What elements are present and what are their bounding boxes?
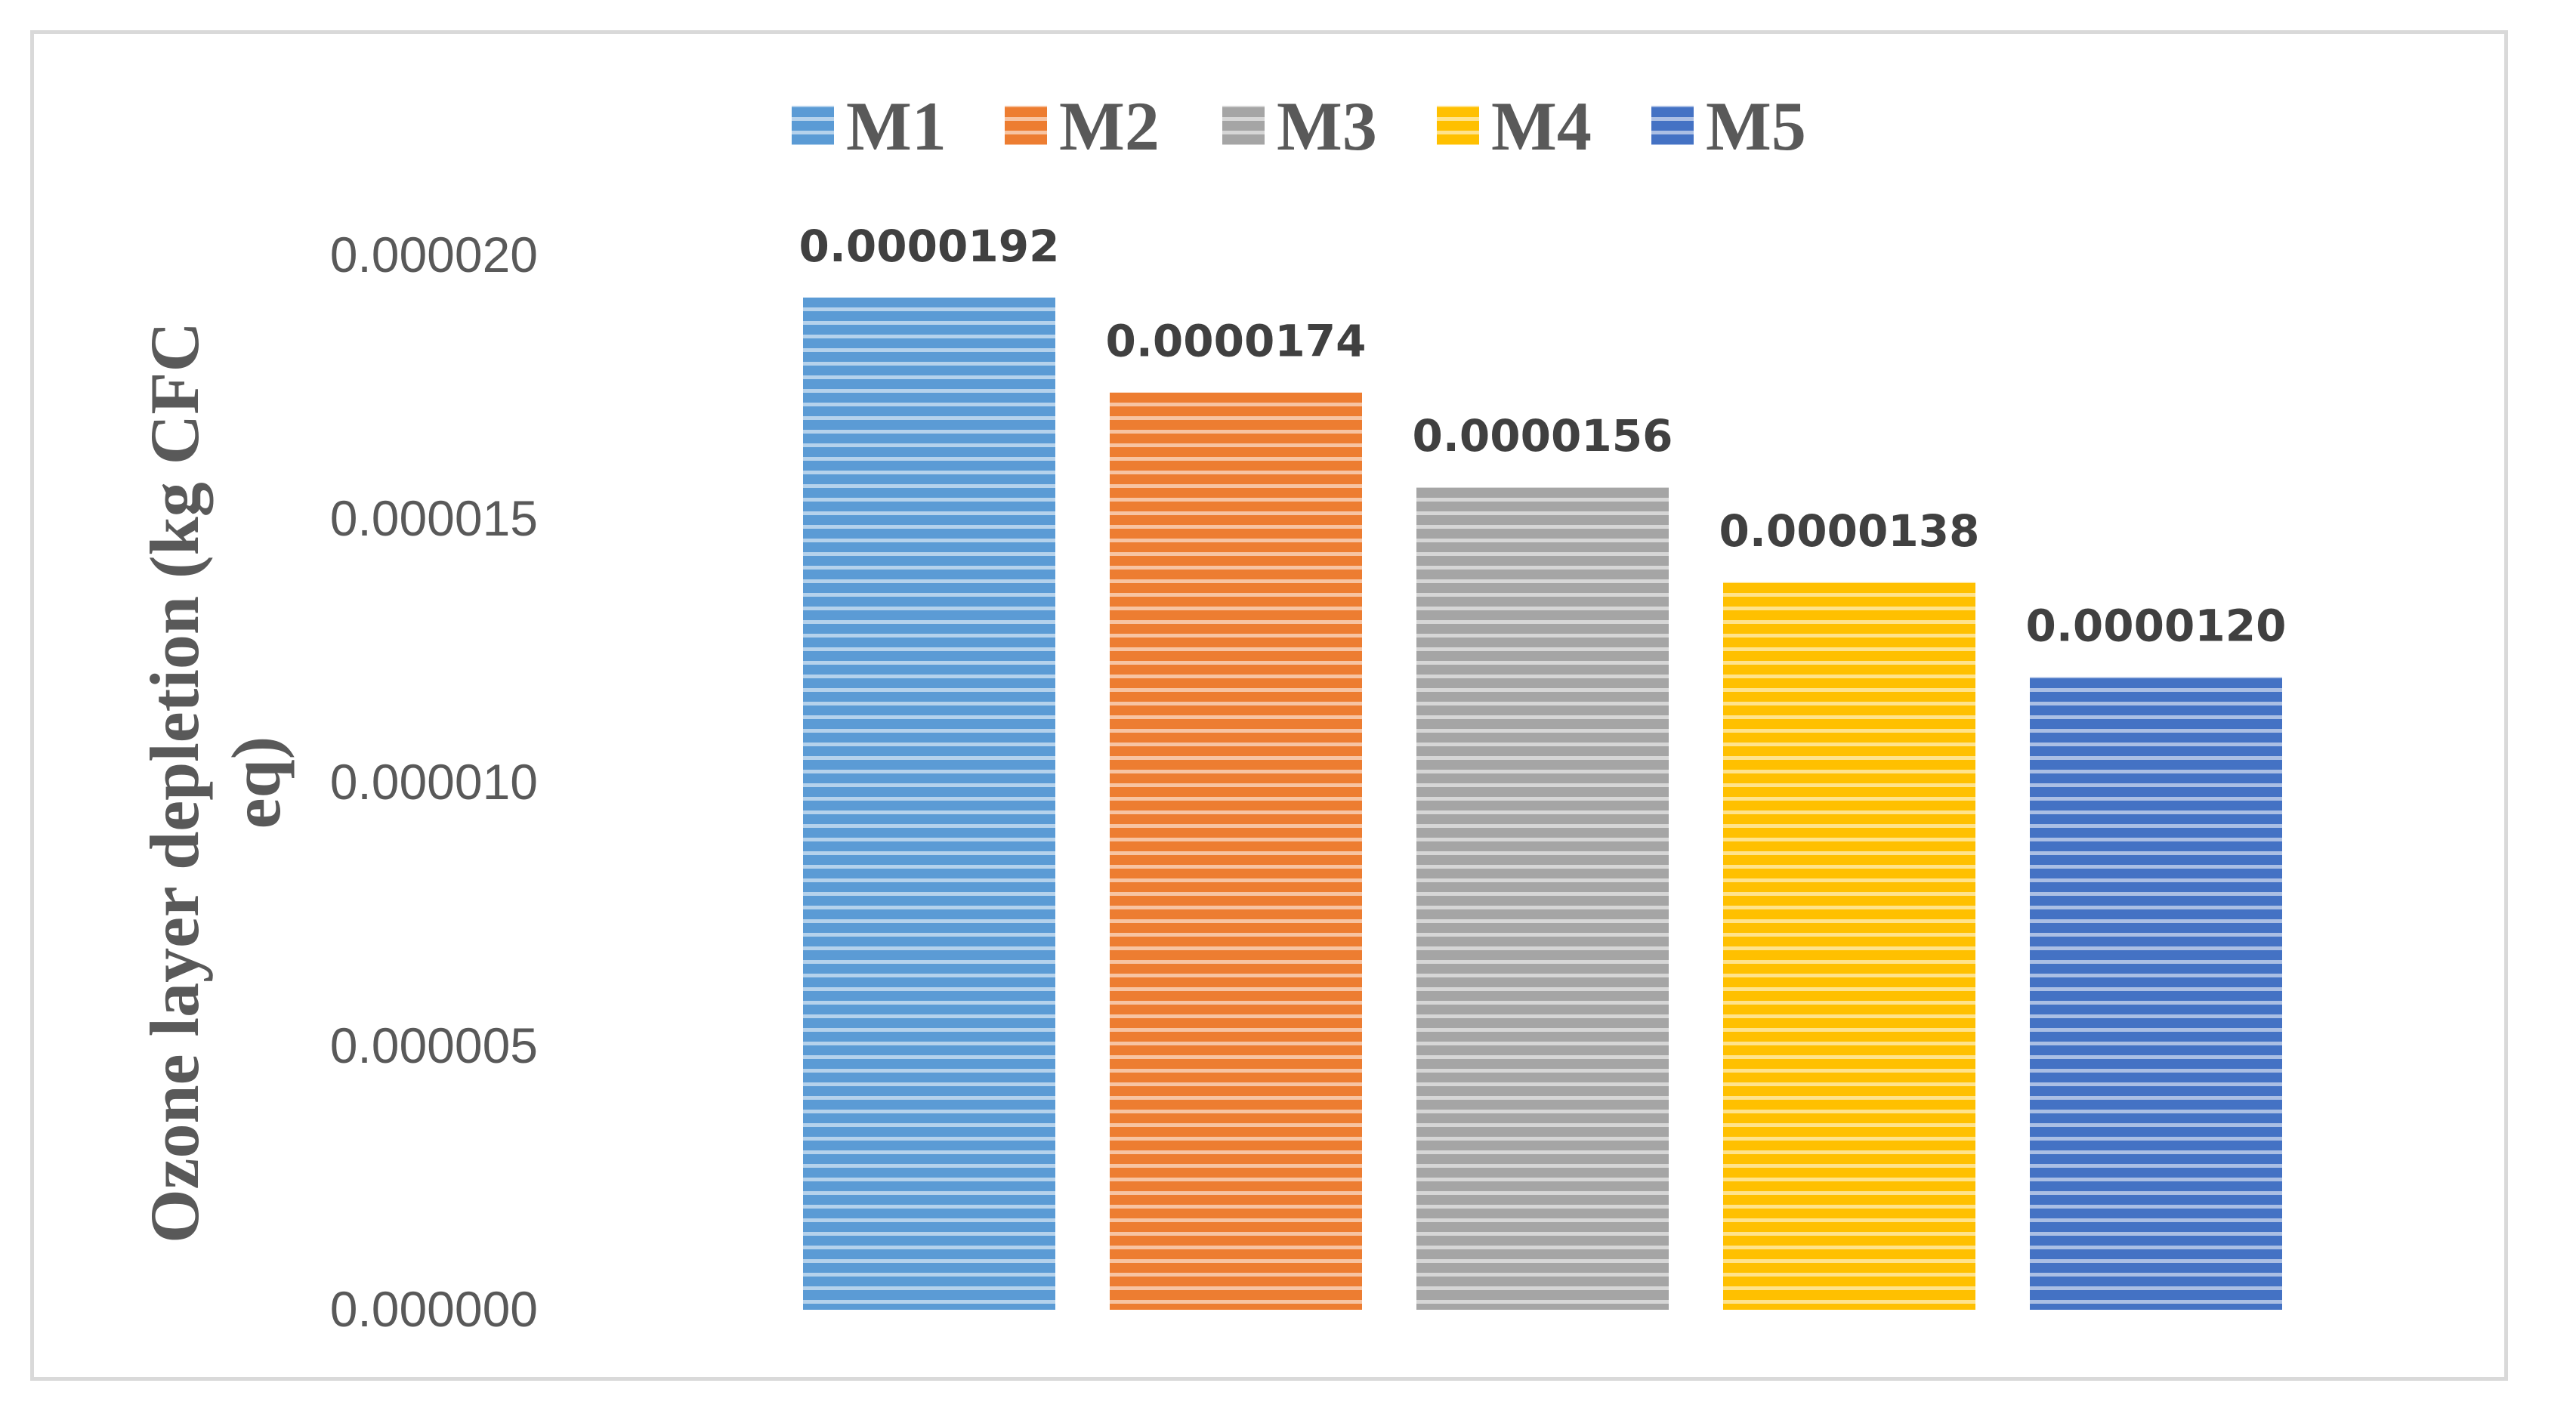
- y-axis-title-line-2: eq): [218, 736, 295, 829]
- bar-m2: [1110, 392, 1362, 1310]
- bar-m1: [803, 297, 1055, 1311]
- y-axis: 0.000000 0.000005 0.000010 0.000015 0.000020: [330, 227, 538, 1337]
- legend-label-m3: M3: [1277, 88, 1377, 165]
- legend-swatch-m4: [1437, 106, 1479, 145]
- bar-m5: [2030, 677, 2282, 1310]
- legend-label-m4: M4: [1491, 88, 1592, 165]
- data-label-m3: 0.0000156: [1413, 410, 1673, 462]
- y-tick-label: 0.000015: [330, 490, 538, 546]
- data-label-m1: 0.0000192: [799, 221, 1060, 272]
- y-axis-label: Ozone layer depletion (kg CFC eq): [136, 322, 295, 1243]
- legend-swatch-m1: [792, 106, 834, 145]
- data-labels: 0.0000192 0.0000174 0.0000156 0.0000138 0.00…: [799, 221, 2287, 652]
- data-label-m2: 0.0000174: [1106, 315, 1367, 366]
- legend-label-m2: M2: [1059, 88, 1160, 165]
- bars: [803, 297, 2282, 1311]
- legend-label-m5: M5: [1706, 88, 1806, 165]
- legend-label-m1: M1: [846, 88, 947, 165]
- y-tick-label: 0.000000: [330, 1281, 538, 1337]
- legend-swatch-m5: [1651, 106, 1694, 145]
- y-tick-label: 0.000020: [330, 227, 538, 282]
- legend-swatch-m2: [1005, 106, 1047, 145]
- bar-m3: [1416, 487, 1669, 1310]
- chart-legend: M1 M2 M3 M4 M5: [792, 88, 1806, 165]
- y-tick-label: 0.000005: [330, 1017, 538, 1073]
- legend-swatch-m3: [1222, 106, 1265, 145]
- bar-m4: [1723, 582, 1975, 1310]
- data-label-m4: 0.0000138: [1719, 505, 1980, 557]
- y-tick-label: 0.000010: [330, 754, 538, 810]
- y-axis-title-line-1: Ozone layer depletion (kg CFC: [136, 322, 213, 1243]
- data-label-m5: 0.0000120: [2026, 600, 2287, 651]
